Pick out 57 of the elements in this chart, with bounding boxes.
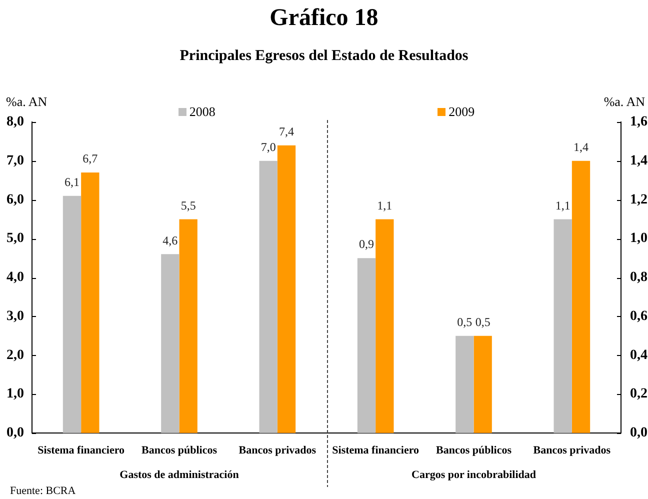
bar	[572, 160, 590, 433]
chart-title: Gráfico 18	[268, 5, 380, 32]
y2-axis-title: %a. AN	[604, 94, 645, 110]
legend-label: 2009	[448, 104, 475, 120]
y-tick-label: 3,0	[6, 308, 24, 324]
bar	[277, 145, 296, 433]
data-label: 0,5	[475, 314, 490, 329]
legend-label: 2008	[189, 104, 216, 120]
source-note: Fuente: BCRA	[10, 485, 76, 498]
data-label: 5,5	[180, 198, 196, 212]
bar	[554, 219, 572, 433]
y-tick-label: 7,0	[6, 153, 24, 168]
data-label: 7,4	[278, 124, 294, 138]
y-axis-title: %a. AN	[6, 94, 48, 110]
data-label: 1,1	[555, 198, 570, 212]
x-tick-label: Sistema financiero	[38, 444, 126, 456]
y2-tick-label: 0,2	[630, 386, 648, 402]
y-tick-label: 5,0	[6, 231, 24, 246]
x-tick-label: Bancos privados	[238, 444, 317, 456]
y-tick-label: 0,0	[6, 426, 24, 441]
data-label: 6,7	[82, 152, 98, 166]
y2-tick-label: 0,4	[630, 348, 648, 363]
x-tick-label: Bancos públicos	[142, 444, 218, 456]
data-label: 1,4	[573, 140, 588, 154]
y-tick-label: 6,0	[6, 192, 24, 208]
y2-tick-label: 1,4	[630, 153, 648, 168]
chart-subtitle: Principales Egresos del Estado de Resultados	[178, 48, 470, 64]
data-label: 0,9	[359, 237, 374, 252]
bar	[474, 336, 492, 433]
y-tick-label: 1,0	[6, 386, 24, 402]
x-tick-label: Sistema financiero	[332, 444, 420, 456]
x-tick-label: Bancos privados	[533, 444, 612, 456]
data-label: 4,6	[162, 233, 178, 248]
bar	[376, 219, 394, 433]
data-label: 1,1	[377, 198, 392, 212]
y-tick-label: 4,0	[6, 270, 24, 286]
bar	[357, 258, 376, 433]
bar	[62, 196, 82, 433]
bar	[179, 219, 198, 433]
data-label: 0,5	[457, 314, 472, 329]
y2-tick-label: 0,6	[630, 308, 648, 324]
y2-tick-label: 1,2	[630, 192, 648, 208]
y2-tick-label: 0,8	[630, 270, 648, 286]
bar	[259, 160, 278, 433]
y2-tick-label: 1,0	[630, 231, 648, 246]
y-tick-label: 2,0	[6, 348, 24, 363]
x-tick-label: Bancos públicos	[436, 444, 512, 456]
bar	[161, 254, 180, 433]
text: Cargos por incobrabilidad	[412, 469, 536, 482]
y-tick-label: 8,0	[6, 114, 24, 130]
bar	[456, 336, 474, 433]
data-label: 7,0	[260, 140, 276, 154]
data-label: 6,1	[64, 175, 80, 190]
bar	[81, 172, 100, 433]
y2-tick-label: 1,6	[630, 114, 648, 130]
text: Gastos de administración	[120, 469, 239, 482]
y2-tick-label: 0,0	[630, 426, 648, 441]
